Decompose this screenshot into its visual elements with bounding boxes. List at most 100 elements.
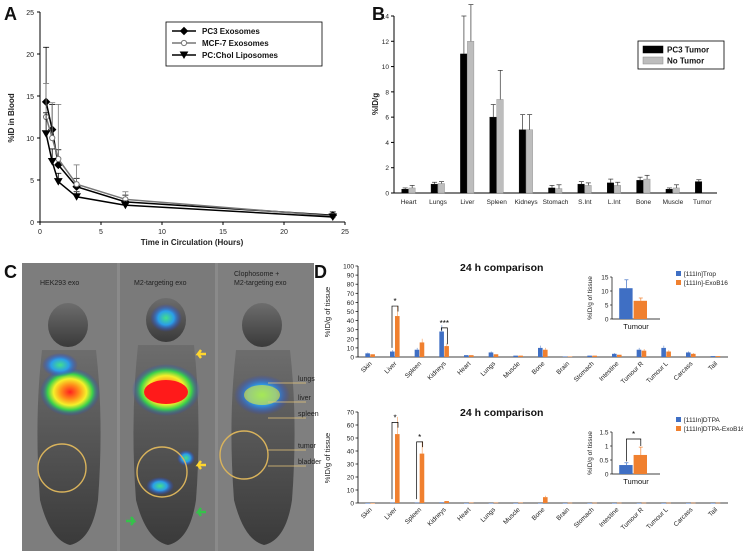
chart-a-point [53, 178, 63, 186]
chart-d-top-y-tick-label: 100 [343, 264, 354, 271]
chart-d-bottom-inset-bar [633, 454, 647, 474]
chart-d-bottom-bar [469, 502, 474, 504]
chart-d-top-sig-label: * [393, 297, 396, 306]
chart-b-x-tick-label: Lungs [429, 199, 447, 206]
chart-a-y-tick-label: 0 [30, 220, 34, 227]
chart-a-series-line [45, 101, 333, 217]
chart-b-bar [518, 129, 526, 194]
chart-d-bottom-x-tick-label: Spleen [404, 506, 424, 526]
chart-d-top-bar [488, 352, 494, 357]
chart-d-top-bar [666, 351, 671, 357]
chart-b-y-tick-label: 14 [382, 14, 390, 21]
chart-a-ylabel: %ID in Blood [7, 93, 16, 142]
chart-b-x-tick-label: Muscle [663, 199, 684, 206]
chart-d-bottom-x-tick-label: Tumour R [620, 506, 645, 531]
chart-a-y-tick-label: 10 [26, 136, 34, 143]
chart-d-bottom-sig-label: * [393, 413, 396, 422]
chart-b-x-tick-label: Stomach [543, 199, 569, 206]
chart-a-legend-label: PC:Chol Liposomes [202, 51, 279, 60]
green-arrow-icon [195, 507, 206, 517]
chart-a-xlabel: Time in Circulation (Hours) [141, 238, 244, 247]
chart-a-x-tick-label: 10 [158, 229, 166, 236]
chart-d-top-inset-y-tick-label: 15 [601, 275, 609, 282]
chart-b-y-tick-label: 4 [385, 140, 389, 147]
chart-d-top-bar [612, 353, 617, 357]
chart-b-bar [525, 129, 533, 194]
chart-b-x-tick-label: Bone [636, 199, 652, 206]
chart-d-bottom-y-tick-label: 40 [347, 449, 355, 456]
chart-d-bottom-bar [661, 503, 666, 504]
chart-d-top-bars [365, 305, 721, 358]
chart-d-bottom-bar [464, 503, 469, 504]
chart-d-top-x-tick-label: Carcass [673, 360, 695, 382]
chart-a-y-tick-label: 20 [26, 52, 34, 59]
chart-d-bottom-bar [612, 503, 617, 504]
chart-d-bottom-bar [636, 503, 642, 504]
chart-d-top-y-tick-label: 50 [347, 309, 355, 316]
chart-d-top-x-tick-label: Skin [360, 360, 374, 374]
chart-d-bottom-legend-swatch [676, 417, 681, 422]
chart-b-bar [489, 116, 497, 194]
chart-d-bottom-bar [617, 502, 622, 504]
chart-d-bottom-inset-y-tick-label: 0 [605, 472, 609, 479]
chart-a-point [73, 181, 80, 188]
chart-b-bar [672, 187, 680, 194]
chart-d-bottom-bar [691, 502, 696, 504]
chart-d-top-sig-bracket [391, 305, 399, 348]
chart-b-bar [437, 183, 445, 194]
chart-d-bottom-bar [592, 502, 597, 504]
chart-d-top-bar [636, 349, 642, 357]
chart-d-bottom-bar [562, 503, 568, 504]
chart-b-y-tick-label: 2 [385, 165, 389, 172]
chart-b-bar [643, 178, 651, 194]
chart-d-bottom-bar [395, 434, 400, 503]
chart-a-point [121, 201, 130, 210]
chart-d-bottom-bar [543, 497, 548, 503]
chart-d-top-x-tick-label: Tumour L [645, 360, 670, 385]
chart-d-bottom-y-tick-label: 30 [347, 462, 355, 469]
chart-d-top-inset-y-tick-label: 0 [605, 317, 609, 324]
chart-d-top-y-tick-label: 20 [347, 336, 355, 343]
organ-label-spleen: spleen [298, 411, 319, 418]
chart-d-bottom-inset-y-tick-label: 1 [605, 444, 609, 451]
chart-d-bottom-bar [686, 503, 691, 504]
chart-d-top-legend: [111In]Trop [111In]-ExoB16 [676, 271, 728, 287]
imaging-panel-c: HEK293 exo M2-targeting exo Clophosome +… [22, 263, 322, 551]
chart-d-bottom-y-tick-label: 10 [347, 488, 355, 495]
chart-d-top-x-tick-label: Muscle [502, 360, 522, 380]
chart-d-top-legend-swatch [676, 280, 681, 285]
chart-d-top-bar [686, 352, 691, 357]
chart-d-bottom-x-tick-label: Lungs [480, 506, 498, 524]
chart-a-point [54, 160, 63, 170]
chart-b-bar [695, 181, 703, 194]
chart-d-top-bar [617, 354, 622, 357]
chart-d-top-y-tick-label: 70 [347, 291, 355, 298]
chart-d-bottom-y-tick-label: 60 [347, 423, 355, 430]
chart-d-top-bar [419, 342, 425, 357]
chart-d-bottom-bar [419, 453, 425, 503]
chart-d-bottom-bar [587, 503, 592, 504]
chart-d-bottom-x-tick-label: Muscle [502, 506, 522, 526]
chart-a-series [41, 46, 338, 221]
chart-d-bottom-x-tick-label: Intestine [598, 506, 621, 529]
chart-a-legend-label: PC3 Exosomes [202, 27, 260, 36]
chart-d-top-bar [562, 356, 568, 358]
chart-a-point [328, 213, 338, 221]
chart-a-legend: PC3 Exosomes MCF-7 Exosomes PC:Chol Liposo… [165, 21, 323, 67]
mouse-2-head-signal [150, 304, 182, 332]
chart-d-bottom-inset-ylabel: %ID/g of tissue [587, 431, 594, 475]
chart-d-top-x-tick-label: Bone [531, 360, 547, 376]
chart-d-top-bar [587, 355, 592, 357]
chart-d-top-bar [493, 354, 499, 357]
chart-d-bottom-inset-y-tick-label: 1.5 [599, 430, 608, 437]
chart-a-series-3 [41, 112, 338, 221]
chart-a-x-tick-label: 20 [280, 229, 288, 236]
chart-d-bottom-legend: [111In]DTPA [111In]DTPA-ExoB16 [676, 417, 743, 433]
chart-d-top-bar [464, 355, 469, 357]
chart-b-bar [408, 187, 416, 194]
chart-a-x-tick-label: 5 [99, 229, 103, 236]
chart-d-top-inset-y-tick-label: 5 [605, 303, 609, 310]
chart-d-top-x-tick-label: Tumour R [620, 360, 645, 385]
